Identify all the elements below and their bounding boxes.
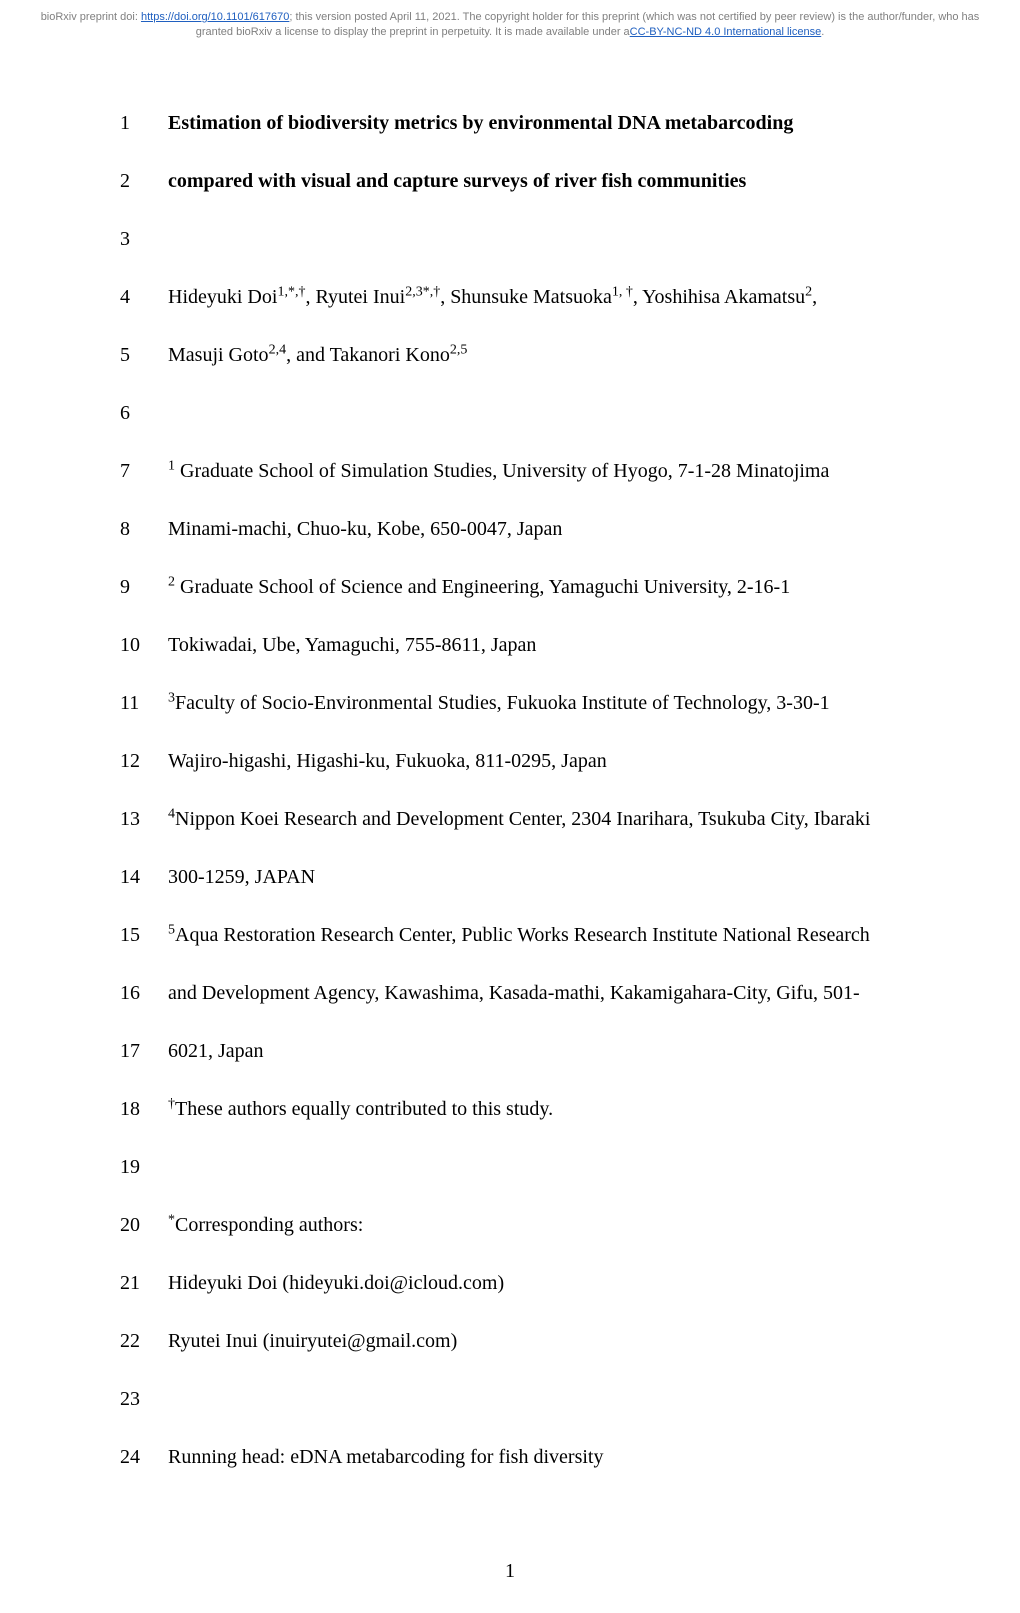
line-number: 19 <box>120 1152 168 1182</box>
line-text: Masuji Goto2,4, and Takanori Kono2,5 <box>168 340 900 370</box>
line-text: 300-1259, JAPAN <box>168 862 900 892</box>
line-number: 8 <box>120 514 168 544</box>
manuscript-line: 5Masuji Goto2,4, and Takanori Kono2,5 <box>120 340 900 370</box>
manuscript-body: 1Estimation of biodiversity metrics by e… <box>0 48 1020 1540</box>
manuscript-line: 176021, Japan <box>120 1036 900 1066</box>
manuscript-line: 8Minami-machi, Chuo-ku, Kobe, 650-0047, … <box>120 514 900 544</box>
manuscript-line: 20*Corresponding authors: <box>120 1210 900 1240</box>
page-number: 1 <box>0 1540 1020 1613</box>
line-text: Ryutei Inui (inuiryutei@gmail.com) <box>168 1326 900 1356</box>
line-number: 16 <box>120 978 168 1008</box>
manuscript-line: 16and Development Agency, Kawashima, Kas… <box>120 978 900 1008</box>
line-number: 23 <box>120 1384 168 1414</box>
line-number: 10 <box>120 630 168 660</box>
line-text: Estimation of biodiversity metrics by en… <box>168 108 900 138</box>
line-text: 4Nippon Koei Research and Development Ce… <box>168 804 900 834</box>
line-number: 18 <box>120 1094 168 1124</box>
line-number: 13 <box>120 804 168 834</box>
manuscript-line: 6 <box>120 398 900 428</box>
manuscript-line: 113Faculty of Socio-Environmental Studie… <box>120 688 900 718</box>
line-number: 12 <box>120 746 168 776</box>
line-text: Hideyuki Doi (hideyuki.doi@icloud.com) <box>168 1268 900 1298</box>
manuscript-line: 23 <box>120 1384 900 1414</box>
manuscript-line: 134Nippon Koei Research and Development … <box>120 804 900 834</box>
line-number: 9 <box>120 572 168 602</box>
line-number: 11 <box>120 688 168 718</box>
line-number: 5 <box>120 340 168 370</box>
line-number: 2 <box>120 166 168 196</box>
manuscript-line: 14300-1259, JAPAN <box>120 862 900 892</box>
manuscript-line: 1Estimation of biodiversity metrics by e… <box>120 108 900 138</box>
manuscript-line: 4Hideyuki Doi1,*,†, Ryutei Inui2,3*,†, S… <box>120 282 900 312</box>
line-number: 17 <box>120 1036 168 1066</box>
line-text: 2 Graduate School of Science and Enginee… <box>168 572 900 602</box>
line-number: 4 <box>120 282 168 312</box>
line-text: 6021, Japan <box>168 1036 900 1066</box>
manuscript-line: 19 <box>120 1152 900 1182</box>
line-number: 24 <box>120 1442 168 1472</box>
header-suffix: . <box>821 26 824 38</box>
doi-link[interactable]: https://doi.org/10.1101/617670 <box>141 11 289 23</box>
manuscript-line: 12Wajiro-higashi, Higashi-ku, Fukuoka, 8… <box>120 746 900 776</box>
line-number: 7 <box>120 456 168 486</box>
line-text <box>168 1384 900 1414</box>
line-text: Minami-machi, Chuo-ku, Kobe, 650-0047, J… <box>168 514 900 544</box>
manuscript-line: 21Hideyuki Doi (hideyuki.doi@icloud.com) <box>120 1268 900 1298</box>
line-text: *Corresponding authors: <box>168 1210 900 1240</box>
line-number: 6 <box>120 398 168 428</box>
line-number: 22 <box>120 1326 168 1356</box>
line-text <box>168 398 900 428</box>
line-text: Wajiro-higashi, Higashi-ku, Fukuoka, 811… <box>168 746 900 776</box>
manuscript-line: 2compared with visual and capture survey… <box>120 166 900 196</box>
header-prefix: bioRxiv preprint doi: <box>41 11 141 23</box>
manuscript-line: 92 Graduate School of Science and Engine… <box>120 572 900 602</box>
line-text: Running head: eDNA metabarcoding for fis… <box>168 1442 900 1472</box>
line-text <box>168 224 900 254</box>
manuscript-line: 71 Graduate School of Simulation Studies… <box>120 456 900 486</box>
manuscript-line: 22Ryutei Inui (inuiryutei@gmail.com) <box>120 1326 900 1356</box>
manuscript-line: 10Tokiwadai, Ube, Yamaguchi, 755-8611, J… <box>120 630 900 660</box>
manuscript-line: 155Aqua Restoration Research Center, Pub… <box>120 920 900 950</box>
manuscript-line: 3 <box>120 224 900 254</box>
line-number: 20 <box>120 1210 168 1240</box>
line-text: and Development Agency, Kawashima, Kasad… <box>168 978 900 1008</box>
manuscript-line: 24Running head: eDNA metabarcoding for f… <box>120 1442 900 1472</box>
line-number: 21 <box>120 1268 168 1298</box>
preprint-header: bioRxiv preprint doi: https://doi.org/10… <box>0 0 1020 48</box>
line-number: 1 <box>120 108 168 138</box>
header-middle: ; this version posted April 11, 2021. Th… <box>196 11 980 38</box>
line-text <box>168 1152 900 1182</box>
line-text: 5Aqua Restoration Research Center, Publi… <box>168 920 900 950</box>
manuscript-line: 18†These authors equally contributed to … <box>120 1094 900 1124</box>
line-text: 3Faculty of Socio-Environmental Studies,… <box>168 688 900 718</box>
line-number: 14 <box>120 862 168 892</box>
line-text: 1 Graduate School of Simulation Studies,… <box>168 456 900 486</box>
line-text: compared with visual and capture surveys… <box>168 166 900 196</box>
line-number: 15 <box>120 920 168 950</box>
line-text: †These authors equally contributed to th… <box>168 1094 900 1124</box>
line-text: Tokiwadai, Ube, Yamaguchi, 755-8611, Jap… <box>168 630 900 660</box>
line-number: 3 <box>120 224 168 254</box>
line-text: Hideyuki Doi1,*,†, Ryutei Inui2,3*,†, Sh… <box>168 282 900 312</box>
cc-license-link[interactable]: CC-BY-NC-ND 4.0 International license <box>630 26 822 38</box>
